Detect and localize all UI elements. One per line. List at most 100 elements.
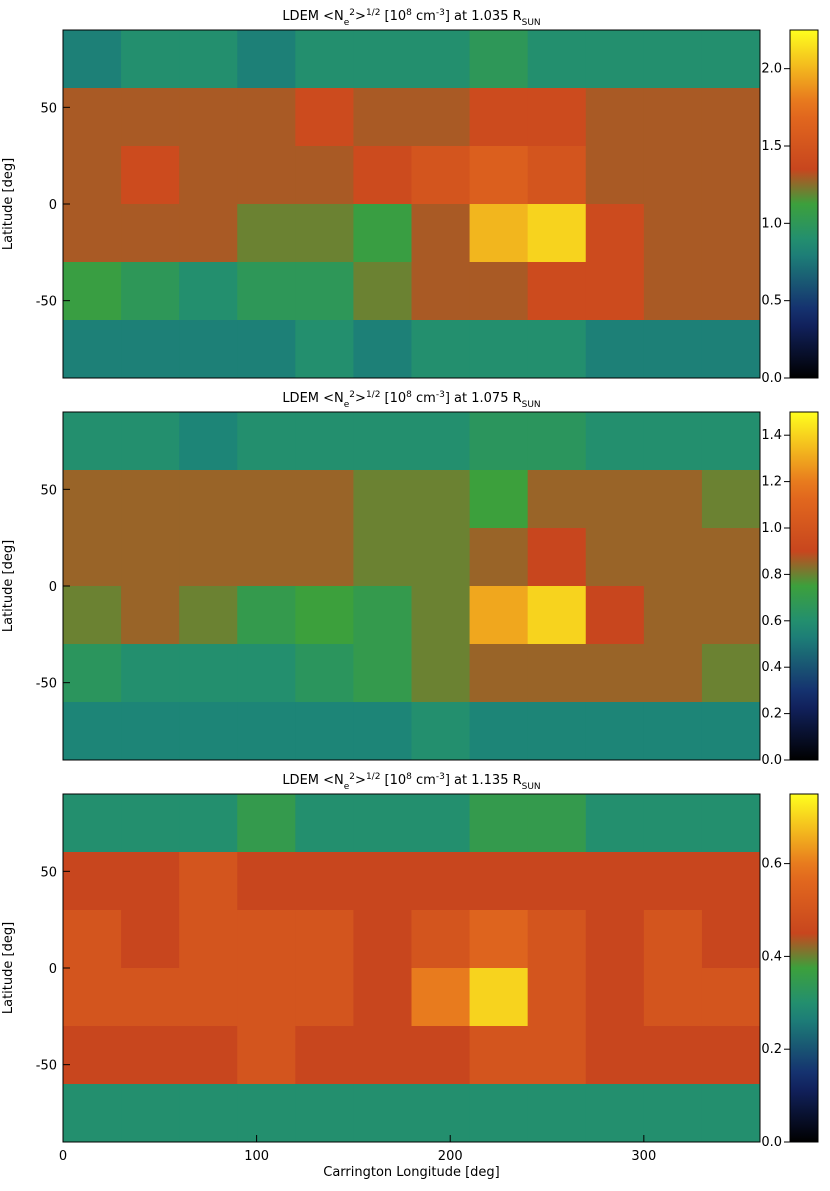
- heat-cell: [411, 702, 471, 761]
- title-part: 2: [349, 8, 355, 18]
- colorbar-tick-label: 0.2: [761, 707, 782, 722]
- heat-cell: [237, 1084, 296, 1143]
- y-axis-label: Latitude [deg]: [1, 922, 16, 1014]
- heat-cell: [643, 146, 703, 205]
- heat-cell: [469, 910, 529, 969]
- title-part: e: [344, 18, 350, 28]
- heat-cell: [585, 644, 645, 703]
- heat-cell: [701, 702, 761, 761]
- heat-cell: [469, 968, 529, 1027]
- heat-cell: [63, 30, 122, 89]
- y-tick-label: -50: [36, 295, 57, 310]
- heat-cell: [179, 1084, 238, 1143]
- heat-cell: [179, 1026, 238, 1085]
- panel-title: LDEM <Ne2>1/2 [108 cm-3] at 1.035 RSUN: [282, 8, 540, 28]
- colorbar-tick-label: 0.4: [761, 660, 782, 675]
- title-part: cm: [412, 391, 436, 406]
- x-tick-label: 0: [59, 1149, 67, 1164]
- heat-cell: [121, 1026, 180, 1085]
- title-part: cm: [412, 773, 436, 788]
- heat-cell: [585, 470, 645, 529]
- heat-cell: [179, 262, 238, 321]
- title-part: SUN: [522, 400, 541, 410]
- heat-cell: [121, 644, 180, 703]
- heat-cell: [585, 586, 645, 645]
- heat-cell: [237, 262, 296, 321]
- heat-cell: [701, 262, 761, 321]
- heat-cell: [63, 794, 122, 853]
- heat-cell: [121, 586, 180, 645]
- heat-cell: [237, 204, 296, 263]
- heat-cell: [585, 968, 645, 1027]
- heat-cell: [701, 146, 761, 205]
- colorbar-tick-label: 0.2: [761, 1042, 782, 1057]
- heat-cell: [701, 1026, 761, 1085]
- colorbar-tick-label: 0.6: [761, 614, 782, 629]
- heat-cell: [179, 702, 238, 761]
- heat-cell: [411, 1084, 471, 1143]
- heat-cell: [643, 88, 703, 147]
- heat-cell: [63, 852, 122, 911]
- heat-cell: [121, 852, 180, 911]
- heat-cell: [643, 1026, 703, 1085]
- title-part: LDEM <N: [282, 773, 343, 788]
- heat-cell: [237, 146, 296, 205]
- heat-cell: [121, 204, 180, 263]
- heat-cell: [353, 146, 412, 205]
- heat-cell: [527, 968, 587, 1027]
- heat-cell: [469, 88, 529, 147]
- heat-cell: [353, 852, 412, 911]
- heat-cell: [295, 586, 354, 645]
- heat-cell: [701, 644, 761, 703]
- heat-cell: [121, 470, 180, 529]
- heat-cell: [585, 1084, 645, 1143]
- title-part: -3: [436, 390, 445, 400]
- y-tick-label: 0: [49, 580, 57, 595]
- y-tick-label: 0: [49, 198, 57, 213]
- heat-cell: [121, 702, 180, 761]
- title-part: e: [344, 400, 350, 410]
- heat-cell: [585, 88, 645, 147]
- heat-cell: [121, 910, 180, 969]
- heat-cell: [179, 968, 238, 1027]
- heat-cell: [63, 412, 122, 471]
- heat-cell: [469, 528, 529, 587]
- colorbar-tick-label: 1.5: [761, 139, 782, 154]
- title-part: SUN: [522, 782, 541, 792]
- title-part: 1/2: [366, 8, 380, 18]
- heat-cell: [295, 794, 354, 853]
- heat-cell: [527, 412, 587, 471]
- heat-cell: [469, 320, 529, 379]
- title-part: LDEM <N: [282, 391, 343, 406]
- heat-cell: [643, 30, 703, 89]
- heat-cell: [469, 262, 529, 321]
- heat-cell: [63, 470, 122, 529]
- heat-cell: [585, 204, 645, 263]
- title-part: 8: [406, 390, 412, 400]
- colorbar-tick-label: 1.0: [761, 521, 782, 536]
- heat-cell: [353, 262, 412, 321]
- heat-cell: [411, 30, 471, 89]
- heat-cell: [179, 470, 238, 529]
- heat-cell: [237, 794, 296, 853]
- heat-cell: [121, 968, 180, 1027]
- y-tick-label: -50: [36, 1059, 57, 1074]
- heat-cell: [295, 30, 354, 89]
- colorbar-tick-label: 0.0: [761, 753, 782, 768]
- heat-cell: [353, 320, 412, 379]
- heat-cell: [643, 586, 703, 645]
- heat-cell: [643, 320, 703, 379]
- heat-cell: [585, 146, 645, 205]
- heat-cell: [237, 1026, 296, 1085]
- title-part: ] at 1.135 R: [445, 773, 522, 788]
- heat-cell: [179, 528, 238, 587]
- heat-cell: [295, 146, 354, 205]
- heat-cell: [411, 644, 471, 703]
- heat-cell: [701, 30, 761, 89]
- heat-cell: [179, 644, 238, 703]
- colorbar: [789, 411, 819, 761]
- heat-cell: [643, 470, 703, 529]
- heat-cell: [179, 320, 238, 379]
- heat-cell: [237, 586, 296, 645]
